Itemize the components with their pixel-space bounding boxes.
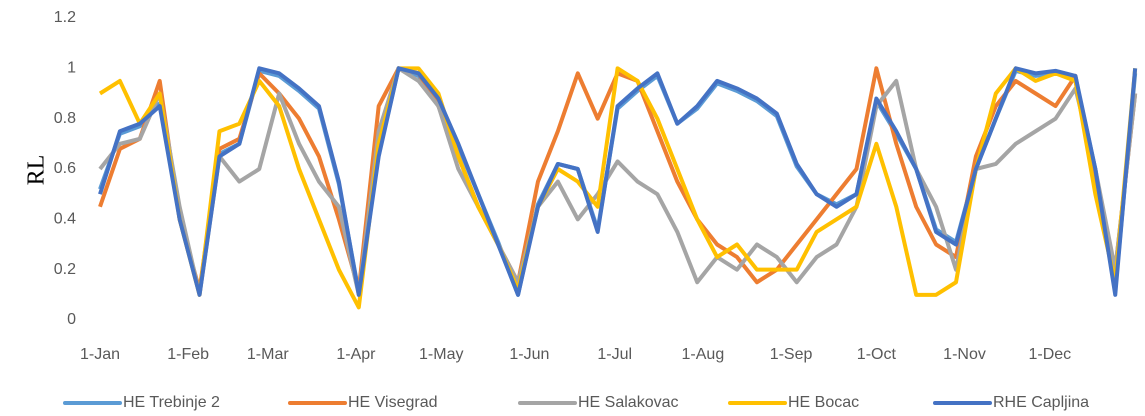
x-tick-label: 1-Apr bbox=[336, 346, 376, 363]
legend-label: HE Visegrad bbox=[348, 394, 438, 411]
y-tick-label: 1 bbox=[67, 60, 76, 77]
series-line bbox=[98, 66, 1138, 297]
y-axis-label: RL bbox=[24, 155, 50, 186]
y-tick-label: 0.2 bbox=[54, 261, 76, 278]
series-line bbox=[98, 66, 1138, 292]
x-tick-label: 1-Jul bbox=[597, 346, 632, 363]
x-tick-label: 1-Aug bbox=[682, 346, 725, 363]
x-tick-label: 1-Nov bbox=[943, 346, 986, 363]
x-tick-label: 1-Jun bbox=[509, 346, 549, 363]
y-tick-label: 0.4 bbox=[54, 211, 76, 228]
series-line bbox=[98, 66, 1138, 297]
x-tick-label: 1-Mar bbox=[247, 346, 289, 363]
legend-label: HE Bocac bbox=[788, 394, 859, 411]
y-tick-label: 1.2 bbox=[54, 9, 76, 26]
series-line bbox=[98, 66, 1138, 297]
x-tick-label: 1-Oct bbox=[857, 346, 897, 363]
legend-label: HE Trebinje 2 bbox=[123, 394, 220, 411]
series-line bbox=[98, 66, 1138, 310]
x-tick-label: 1-Jan bbox=[80, 346, 120, 363]
x-tick-label: 1-Dec bbox=[1028, 346, 1071, 363]
legend-label: HE Salakovac bbox=[578, 394, 679, 411]
x-tick-label: 1-May bbox=[419, 346, 463, 363]
legend-label: RHE Capljina bbox=[993, 394, 1089, 411]
x-tick-label: 1-Feb bbox=[167, 346, 209, 363]
y-tick-label: 0.6 bbox=[54, 160, 76, 177]
x-tick-label: 1-Sep bbox=[770, 346, 813, 363]
y-tick-label: 0 bbox=[67, 311, 76, 328]
y-tick-label: 0.8 bbox=[54, 110, 76, 127]
